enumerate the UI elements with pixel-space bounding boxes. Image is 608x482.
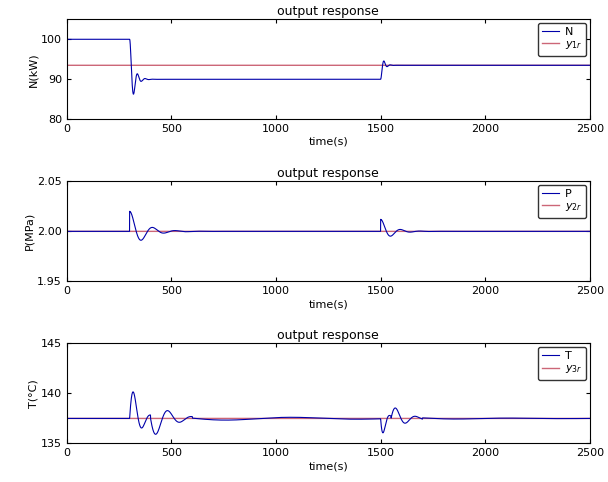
- $y_{3r}$: [586, 415, 593, 421]
- $y_{1r}$: [63, 62, 71, 68]
- Title: output response: output response: [277, 5, 379, 18]
- $y_{2r}$: [586, 228, 593, 234]
- P: [377, 216, 384, 222]
- $y_{1r}$: [263, 62, 271, 68]
- $y_{1r}$: [493, 62, 500, 68]
- $y_{2r}$: [493, 228, 500, 234]
- $y_{2r}$: [158, 228, 165, 234]
- N: [158, 77, 165, 82]
- T: [263, 415, 271, 421]
- $y_{3r}$: [263, 415, 271, 421]
- Title: output response: output response: [277, 167, 379, 180]
- P: [586, 228, 593, 234]
- $y_{1r}$: [586, 62, 593, 68]
- $y_{3r}$: [493, 415, 500, 421]
- $y_{1r}$: [403, 62, 410, 68]
- Line: T: T: [67, 392, 590, 434]
- Line: N: N: [67, 40, 590, 94]
- T: [377, 416, 384, 422]
- P: [126, 208, 133, 214]
- P: [263, 228, 271, 234]
- N: [454, 62, 461, 68]
- $y_{3r}$: [403, 415, 410, 421]
- $y_{1r}$: [158, 62, 165, 68]
- $y_{3r}$: [454, 415, 461, 421]
- Title: output response: output response: [277, 329, 379, 342]
- $y_{2r}$: [377, 228, 384, 234]
- N: [377, 77, 384, 82]
- P: [63, 228, 71, 234]
- $y_{1r}$: [454, 62, 461, 68]
- Line: P: P: [67, 211, 590, 240]
- $y_{3r}$: [158, 415, 165, 421]
- P: [493, 228, 500, 234]
- P: [137, 237, 145, 243]
- X-axis label: time(s): time(s): [308, 137, 348, 147]
- N: [403, 62, 410, 68]
- X-axis label: time(s): time(s): [308, 299, 348, 309]
- Y-axis label: P(MPa): P(MPa): [24, 212, 35, 251]
- Legend: N, $y_{1r}$: N, $y_{1r}$: [538, 23, 587, 56]
- $y_{2r}$: [454, 228, 461, 234]
- N: [493, 62, 500, 68]
- N: [586, 62, 593, 68]
- Y-axis label: T(°C): T(°C): [28, 379, 38, 408]
- T: [404, 419, 411, 425]
- Legend: P, $y_{2r}$: P, $y_{2r}$: [538, 185, 587, 218]
- $y_{3r}$: [377, 415, 384, 421]
- T: [130, 389, 137, 395]
- Y-axis label: N(kW): N(kW): [28, 52, 38, 87]
- $y_{3r}$: [63, 415, 71, 421]
- T: [63, 415, 71, 421]
- N: [130, 91, 137, 97]
- $y_{2r}$: [403, 228, 410, 234]
- T: [454, 416, 461, 422]
- P: [404, 229, 411, 235]
- N: [263, 77, 271, 82]
- $y_{1r}$: [377, 62, 384, 68]
- $y_{2r}$: [263, 228, 271, 234]
- P: [159, 230, 166, 236]
- N: [63, 37, 71, 42]
- T: [493, 415, 500, 421]
- T: [586, 415, 593, 421]
- T: [159, 416, 166, 422]
- T: [152, 431, 159, 437]
- P: [454, 228, 461, 234]
- $y_{2r}$: [63, 228, 71, 234]
- X-axis label: time(s): time(s): [308, 461, 348, 471]
- Legend: T, $y_{3r}$: T, $y_{3r}$: [538, 347, 587, 380]
